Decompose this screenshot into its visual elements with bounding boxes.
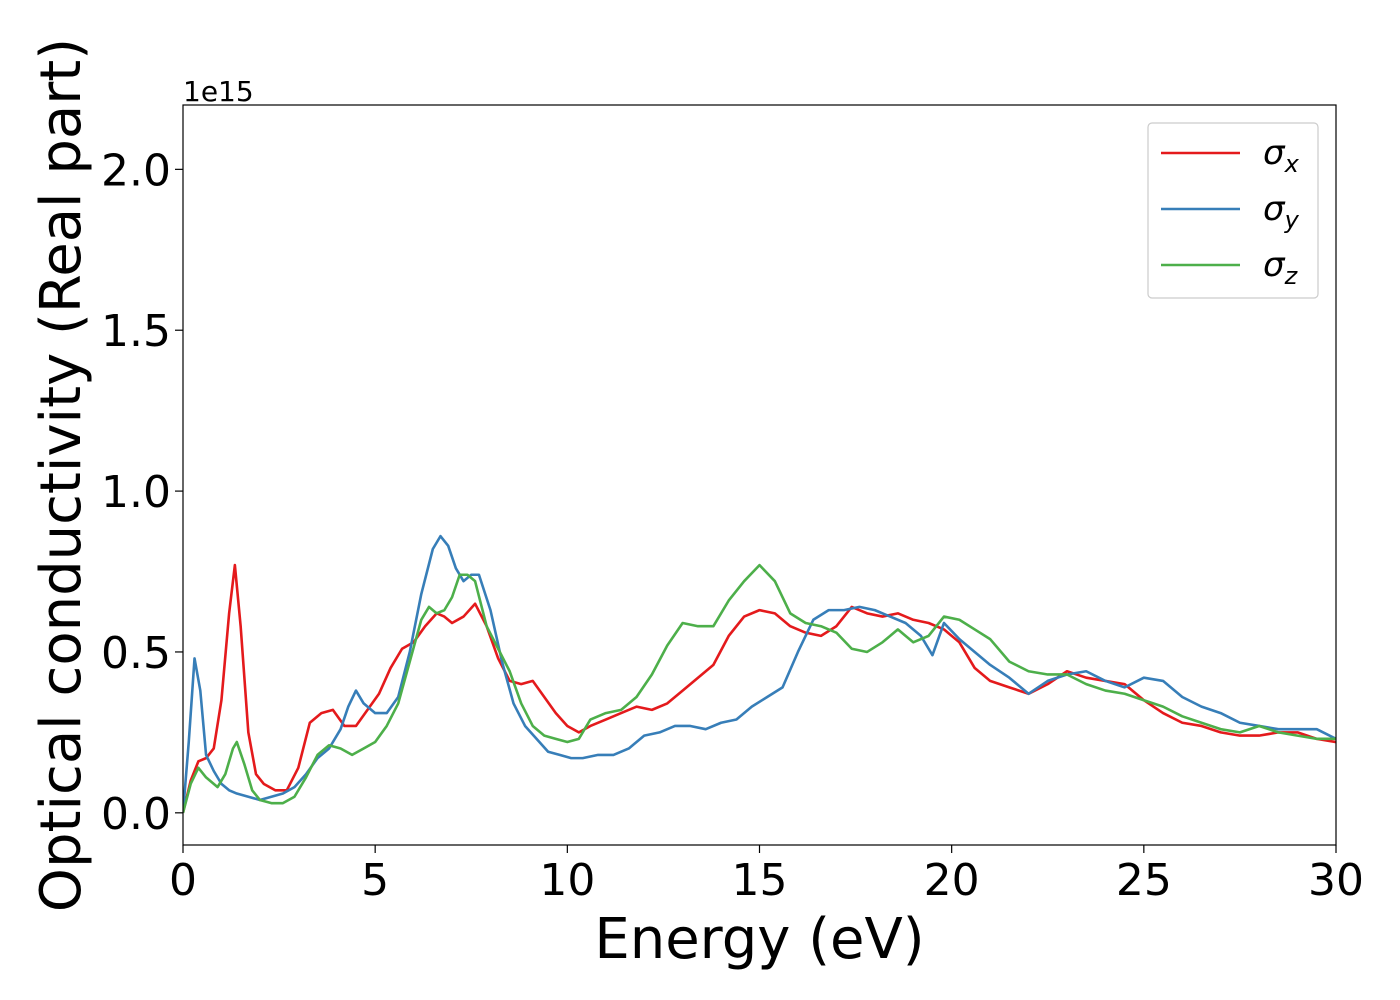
series-line-sigma-y — [183, 534, 1336, 813]
x-tick-label: 25 — [1116, 855, 1172, 906]
y-tick-label: 0.5 — [101, 628, 171, 679]
x-tick-label: 20 — [924, 855, 980, 906]
legend: σx σy σz — [1147, 122, 1319, 299]
y-axis-label: Optical conductivity (Real part) — [29, 38, 94, 912]
series-line-sigma-z — [183, 563, 1336, 814]
x-tick-label: 30 — [1308, 855, 1364, 906]
x-tick-label: 5 — [361, 855, 389, 906]
y-tick-label: 1.0 — [101, 467, 171, 518]
y-axis-ticks: 0.0 0.5 1.0 1.5 2.0 — [101, 145, 183, 840]
legend-label: σy — [1263, 189, 1300, 234]
plot-area — [183, 534, 1336, 814]
x-tick-label: 10 — [539, 855, 595, 906]
x-axis-ticks: 0 5 10 15 20 25 30 — [169, 845, 1364, 906]
x-tick-label: 15 — [732, 855, 788, 906]
legend-entry-sigma-y: σy — [1161, 189, 1300, 234]
legend-entry-sigma-x: σx — [1161, 133, 1300, 178]
series-line-sigma-x — [183, 563, 1336, 814]
x-tick-label: 0 — [169, 855, 197, 906]
y-tick-label: 0.0 — [101, 789, 171, 840]
y-tick-label: 1.5 — [101, 306, 171, 357]
x-axis-label: Energy (eV) — [594, 907, 924, 972]
y-axis-offset-label: 1e15 — [183, 75, 254, 108]
legend-label: σx — [1263, 133, 1300, 178]
legend-label: σz — [1263, 245, 1299, 290]
y-tick-label: 2.0 — [101, 145, 171, 196]
legend-box — [1147, 122, 1319, 299]
legend-entry-sigma-z: σz — [1161, 245, 1299, 290]
